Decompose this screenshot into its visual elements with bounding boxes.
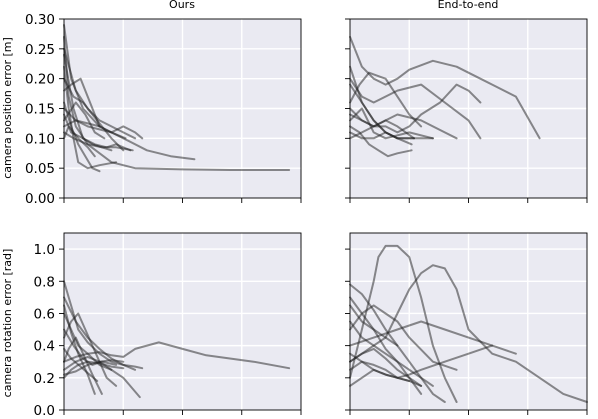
trace-line-5 xyxy=(349,83,482,134)
trace-line-4 xyxy=(349,125,413,158)
y-tick-label: 0.10 xyxy=(25,131,55,147)
y-tick-label: 0.2 xyxy=(34,371,55,387)
trace-line-10 xyxy=(349,360,411,382)
trace-line-0 xyxy=(349,244,458,403)
trace-line-12 xyxy=(63,125,96,158)
ylabel-rotation: camera rotation error [rad] xyxy=(1,249,14,398)
trace-line-9 xyxy=(349,65,434,140)
trace-line-9 xyxy=(63,347,99,382)
panel-end-to-end-position xyxy=(345,18,588,203)
trace-line-8 xyxy=(63,359,125,376)
trace-line-3 xyxy=(63,65,118,170)
trace-line-2 xyxy=(63,47,137,140)
y-tick-label: 0.30 xyxy=(25,12,55,28)
ylabel-position: camera position error [m] xyxy=(1,37,14,179)
panel-ours-rotation: 0.0 0.2 0.4 0.6 0.8 1.0 xyxy=(34,232,302,419)
trace-line-1 xyxy=(349,264,588,403)
panel-ours-position: 0.00 0.05 0.10 0.15 0.20 0.25 0.30 xyxy=(25,12,302,207)
trace-line-11 xyxy=(63,304,96,395)
trace-line-4 xyxy=(349,320,494,347)
title-ours: Ours xyxy=(169,0,195,11)
trace-line-4 xyxy=(63,77,125,152)
panel-end-to-end-rotation xyxy=(345,232,588,415)
trace-line-11 xyxy=(63,101,106,140)
trace-line-10 xyxy=(63,328,118,366)
y-tick-label: 0.6 xyxy=(34,306,55,322)
trace-line-10 xyxy=(349,119,415,140)
trace-line-9 xyxy=(349,344,517,379)
trace-line-11 xyxy=(349,347,423,387)
title-end-to-end: End-to-end xyxy=(438,0,499,11)
y-tick-label: 0.4 xyxy=(34,339,55,355)
y-tick-label: 0.05 xyxy=(25,161,55,177)
trace-line-0 xyxy=(349,35,541,140)
y-tick-label: 0.00 xyxy=(25,191,55,207)
y-tick-label: 0.8 xyxy=(34,274,55,290)
trace-line-9 xyxy=(63,119,127,140)
trace-line-13 xyxy=(63,53,113,152)
trace-line-8 xyxy=(349,304,458,371)
y-tick-label: 0.25 xyxy=(25,42,55,58)
y-tick-label: 0.20 xyxy=(25,72,55,88)
y-tick-label: 1.0 xyxy=(34,242,55,258)
trace-line-8 xyxy=(349,71,423,128)
trace-line-1 xyxy=(349,77,482,140)
trace-line-4 xyxy=(63,296,137,371)
trace-line-7 xyxy=(349,304,399,347)
y-tick-label: 0.0 xyxy=(34,403,55,419)
y-tick-label: 0.15 xyxy=(25,102,55,118)
